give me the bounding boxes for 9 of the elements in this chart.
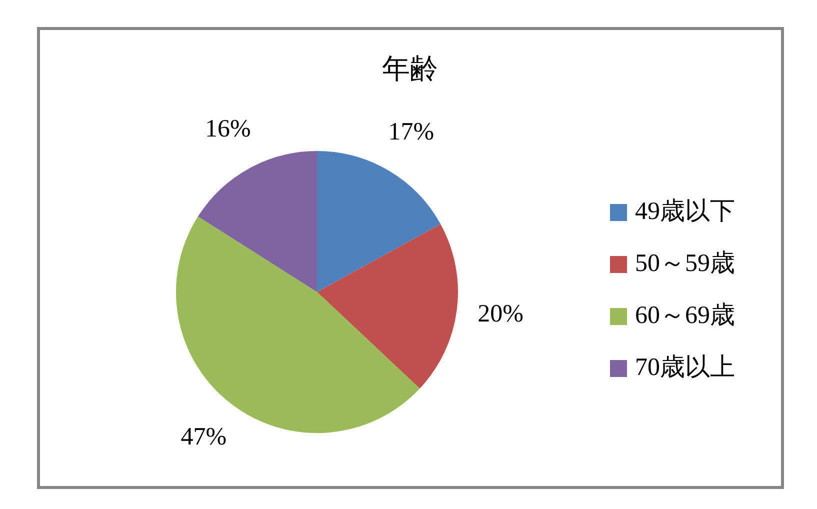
legend-label: 70歳以上	[635, 353, 735, 383]
data-label: 17%	[388, 118, 434, 146]
legend-label: 50～59歳	[635, 249, 735, 279]
legend-label: 60～69歳	[635, 301, 735, 331]
data-label: 47%	[180, 424, 227, 451]
legend-label: 49歳以下	[635, 197, 735, 227]
chart-title: 年齢	[381, 53, 439, 87]
data-label: 20%	[478, 300, 524, 328]
data-label: 16%	[204, 115, 251, 142]
